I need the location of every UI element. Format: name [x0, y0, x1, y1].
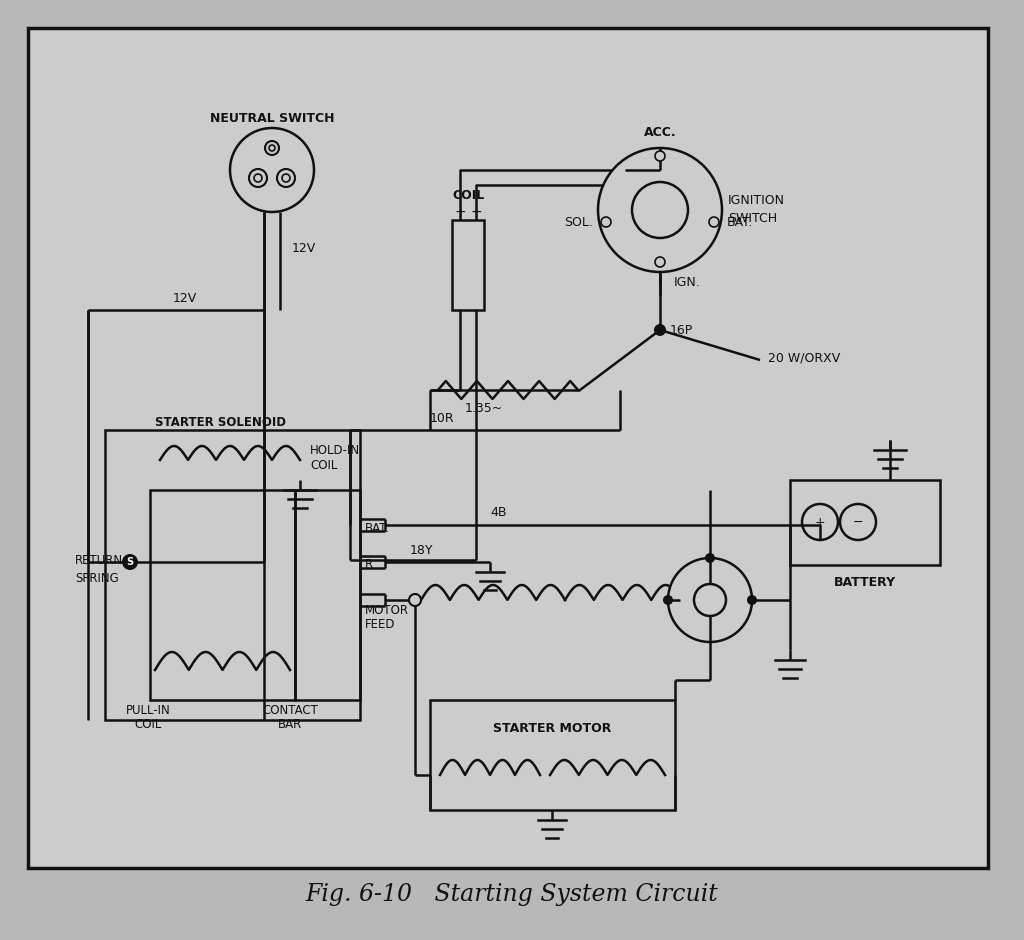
Text: COIL: COIL — [452, 189, 484, 201]
Text: 18Y: 18Y — [410, 543, 433, 556]
Circle shape — [705, 553, 715, 563]
Bar — [295, 490, 360, 700]
Text: IGNITION: IGNITION — [728, 194, 785, 207]
Text: COIL: COIL — [134, 718, 162, 731]
Text: STARTER SOLENOID: STARTER SOLENOID — [155, 415, 286, 429]
Text: CONTACT: CONTACT — [262, 703, 317, 716]
Bar — [105, 430, 360, 720]
Circle shape — [654, 324, 666, 336]
Circle shape — [278, 169, 295, 187]
Text: +: + — [455, 205, 466, 219]
Text: FEED: FEED — [365, 619, 395, 632]
Circle shape — [746, 595, 757, 605]
Circle shape — [709, 217, 719, 227]
Text: STARTER MOTOR: STARTER MOTOR — [493, 722, 611, 734]
Text: BAT.: BAT. — [365, 522, 390, 535]
Text: −: − — [470, 205, 482, 219]
Circle shape — [230, 128, 314, 212]
Circle shape — [655, 151, 665, 161]
Text: 20 W/ORXV: 20 W/ORXV — [768, 352, 841, 365]
Text: COIL: COIL — [310, 459, 337, 472]
Text: ACC.: ACC. — [644, 126, 676, 138]
Text: SOL.: SOL. — [564, 215, 593, 228]
Text: 16P: 16P — [670, 323, 693, 337]
Circle shape — [668, 558, 752, 642]
Text: HOLD-IN: HOLD-IN — [310, 444, 360, 457]
Circle shape — [663, 595, 673, 605]
Text: NEUTRAL SWITCH: NEUTRAL SWITCH — [210, 112, 334, 124]
Bar — [28, 28, 988, 868]
Text: +: + — [815, 515, 825, 528]
Circle shape — [409, 594, 421, 606]
Text: 12V: 12V — [173, 291, 198, 305]
Bar — [150, 490, 295, 700]
Circle shape — [694, 584, 726, 616]
Circle shape — [601, 217, 611, 227]
Text: SPRING: SPRING — [75, 572, 119, 585]
Text: 4B: 4B — [490, 507, 507, 520]
Text: Fig. 6-10   Starting System Circuit: Fig. 6-10 Starting System Circuit — [305, 884, 719, 906]
Text: 10R: 10R — [430, 412, 455, 425]
Text: BAT.: BAT. — [727, 215, 754, 228]
Text: S: S — [126, 557, 133, 567]
Text: −: − — [853, 515, 863, 528]
Circle shape — [249, 169, 267, 187]
Circle shape — [655, 257, 665, 267]
Text: 1.35~: 1.35~ — [465, 401, 503, 415]
Circle shape — [122, 554, 138, 570]
Text: 12V: 12V — [292, 242, 316, 255]
Text: BAR: BAR — [278, 718, 302, 731]
Text: R: R — [365, 558, 373, 572]
Text: SWITCH: SWITCH — [728, 212, 777, 225]
Bar — [430, 700, 675, 810]
Circle shape — [598, 148, 722, 272]
Circle shape — [632, 182, 688, 238]
Circle shape — [265, 141, 279, 155]
Text: IGN.: IGN. — [674, 275, 700, 289]
Bar — [452, 220, 484, 310]
Text: RETURN: RETURN — [75, 554, 123, 567]
Text: PULL-IN: PULL-IN — [126, 703, 170, 716]
Text: BATTERY: BATTERY — [834, 576, 896, 589]
Bar — [790, 480, 940, 565]
Text: MOTOR: MOTOR — [365, 603, 409, 617]
